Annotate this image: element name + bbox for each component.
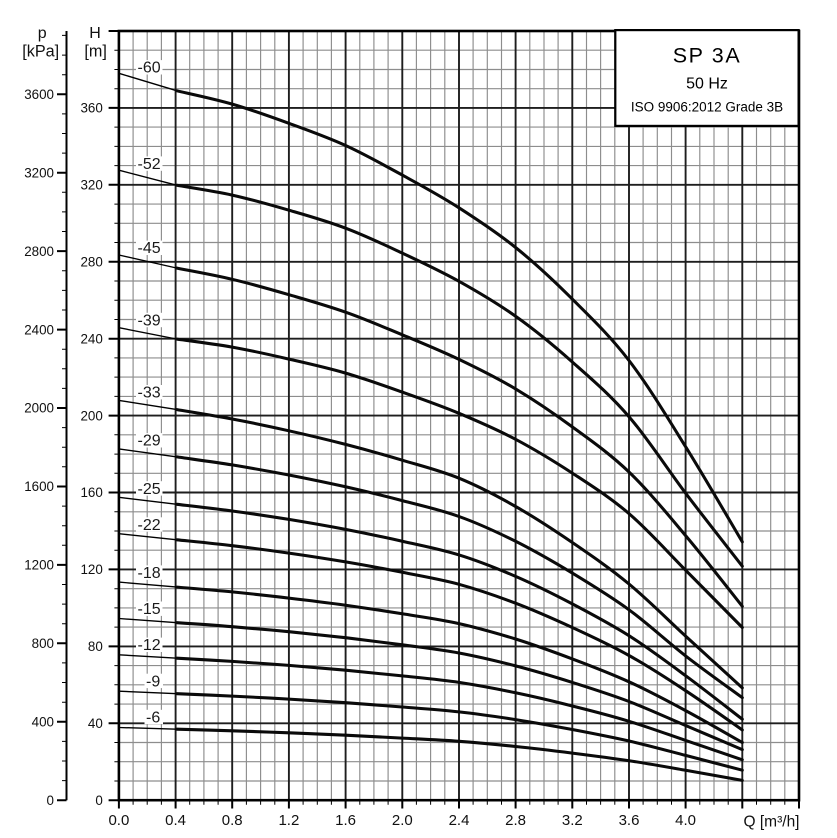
svg-text:0.4: 0.4	[165, 812, 186, 829]
svg-text:0.8: 0.8	[222, 812, 243, 829]
svg-text:-52: -52	[138, 156, 161, 173]
svg-text:2.4: 2.4	[449, 812, 470, 829]
svg-text:ISO 9906:2012 Grade 3B: ISO 9906:2012 Grade 3B	[631, 100, 783, 115]
svg-text:2800: 2800	[24, 244, 54, 259]
svg-text:1600: 1600	[24, 479, 54, 494]
svg-text:-39: -39	[138, 312, 161, 329]
svg-text:[m]: [m]	[84, 43, 106, 61]
svg-text:2400: 2400	[24, 322, 54, 337]
svg-text:1.6: 1.6	[335, 812, 356, 829]
svg-text:-22: -22	[138, 517, 161, 534]
svg-text:3200: 3200	[24, 165, 54, 180]
svg-text:2.8: 2.8	[505, 812, 526, 829]
svg-text:320: 320	[80, 178, 102, 193]
svg-text:360: 360	[80, 101, 102, 116]
svg-text:280: 280	[80, 255, 102, 270]
svg-text:200: 200	[80, 408, 102, 423]
svg-text:2000: 2000	[24, 401, 54, 416]
svg-text:-25: -25	[138, 481, 161, 498]
svg-text:-6: -6	[146, 709, 160, 726]
svg-text:H: H	[89, 25, 101, 42]
svg-text:4.0: 4.0	[675, 812, 696, 829]
svg-text:120: 120	[80, 562, 102, 577]
svg-text:2.0: 2.0	[392, 812, 413, 829]
svg-text:0: 0	[47, 793, 54, 808]
svg-text:-60: -60	[138, 60, 161, 77]
svg-text:800: 800	[32, 636, 54, 651]
svg-text:-29: -29	[138, 433, 161, 450]
svg-text:3600: 3600	[24, 87, 54, 102]
svg-text:-9: -9	[146, 673, 160, 690]
svg-text:0.0: 0.0	[108, 812, 129, 829]
svg-text:40: 40	[88, 716, 103, 731]
svg-text:-12: -12	[138, 637, 161, 654]
svg-text:-18: -18	[138, 565, 161, 582]
svg-text:400: 400	[32, 715, 54, 730]
svg-text:160: 160	[80, 485, 102, 500]
svg-text:-15: -15	[138, 601, 161, 618]
svg-text:80: 80	[88, 639, 103, 654]
svg-text:SP 3A: SP 3A	[673, 44, 742, 68]
svg-text:50 Hz: 50 Hz	[686, 76, 728, 93]
svg-text:1200: 1200	[24, 558, 54, 573]
svg-text:240: 240	[80, 331, 102, 346]
svg-text:-33: -33	[138, 385, 161, 402]
svg-text:1.2: 1.2	[278, 812, 299, 829]
svg-text:p: p	[38, 25, 47, 42]
svg-text:3.6: 3.6	[619, 812, 640, 829]
svg-text:0: 0	[95, 793, 102, 808]
svg-text:-45: -45	[138, 240, 161, 257]
svg-text:3.2: 3.2	[562, 812, 583, 829]
svg-text:[kPa]: [kPa]	[22, 43, 59, 61]
svg-text:Q [m³/h]: Q [m³/h]	[744, 814, 800, 831]
